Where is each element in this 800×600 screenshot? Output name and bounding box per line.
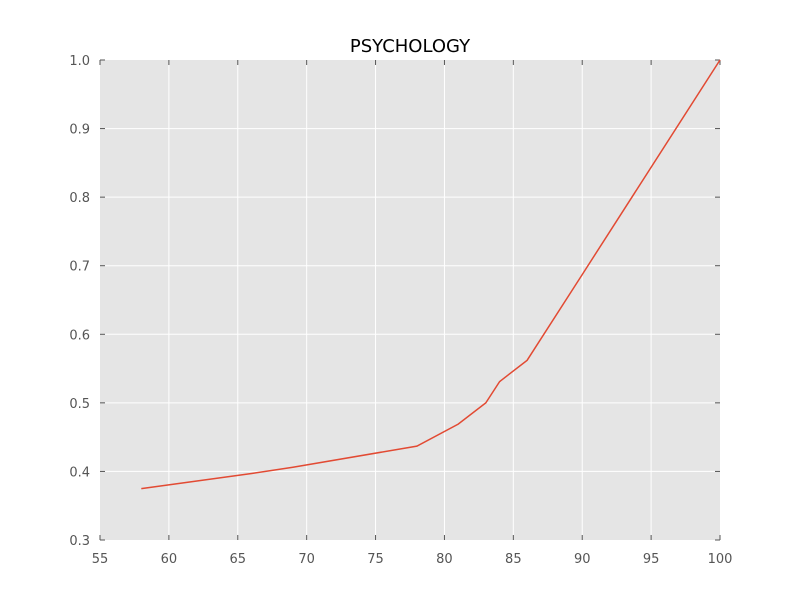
plot-area (100, 60, 720, 540)
series-line (141, 59, 721, 490)
x-tick-label: 65 (230, 552, 247, 567)
x-tick-label: 95 (643, 552, 660, 567)
y-tick-label: 0.3 (69, 534, 90, 549)
x-tick-label: 75 (367, 552, 384, 567)
x-tick-label: 80 (436, 552, 453, 567)
y-tick-label: 0.6 (69, 328, 90, 343)
x-tick-label: 85 (505, 552, 522, 567)
x-tick-label: 70 (298, 552, 315, 567)
y-tick-label: 1.0 (69, 54, 90, 69)
x-tick-label: 90 (574, 552, 591, 567)
y-tick-label: 0.9 (69, 123, 90, 138)
x-tick-label: 55 (92, 552, 109, 567)
x-tick-label: 100 (708, 552, 733, 567)
y-tick-label: 0.4 (69, 465, 90, 480)
chart-title: PSYCHOLOGY (350, 36, 471, 57)
grid (100, 60, 720, 540)
y-tick-label: 0.5 (69, 397, 90, 412)
y-tick-label: 0.8 (69, 191, 90, 206)
x-tick-label: 60 (161, 552, 178, 567)
axis-ticks (99, 59, 721, 541)
y-axis-tick-labels: 0.3 0.4 0.5 0.6 0.7 0.8 0.9 1.0 (69, 54, 90, 549)
y-tick-label: 0.7 (69, 260, 90, 275)
series-layer (141, 59, 721, 490)
x-axis-tick-labels: 55 60 65 70 75 80 85 90 95 100 (92, 552, 733, 567)
